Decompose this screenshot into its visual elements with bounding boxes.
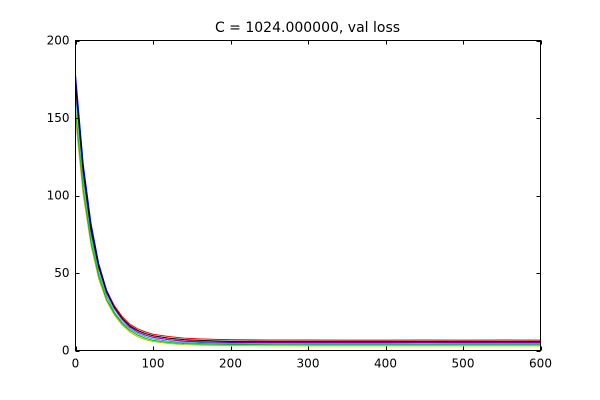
series-line-6 <box>75 83 541 342</box>
plot-frame <box>75 40 541 351</box>
series-line-3 <box>75 110 541 346</box>
series-line-2 <box>75 117 541 347</box>
x-tick-label: 200 <box>219 357 242 371</box>
y-tick-label: 150 <box>47 111 70 125</box>
series-line-1 <box>75 74 541 344</box>
series-line-0 <box>75 79 541 341</box>
x-tick-label: 600 <box>529 357 552 371</box>
series-line-5 <box>75 86 541 343</box>
x-tick-label: 500 <box>452 357 475 371</box>
series-line-4 <box>75 94 541 345</box>
y-tick-label: 0 <box>62 344 70 358</box>
series-layer <box>75 74 541 347</box>
ticks-layer: 0 100 200 300 400 500 600 0 50 100 150 200 <box>47 34 552 371</box>
y-tick-label: 100 <box>47 189 70 203</box>
x-tick-label: 400 <box>374 357 397 371</box>
x-tick-label: 0 <box>72 357 80 371</box>
x-tick-label: 300 <box>297 357 320 371</box>
y-tick-label: 50 <box>54 266 69 280</box>
x-tick-label: 100 <box>142 357 165 371</box>
chart-title: C = 1024.000000, val loss <box>215 20 400 36</box>
y-tick-label: 200 <box>47 34 70 48</box>
